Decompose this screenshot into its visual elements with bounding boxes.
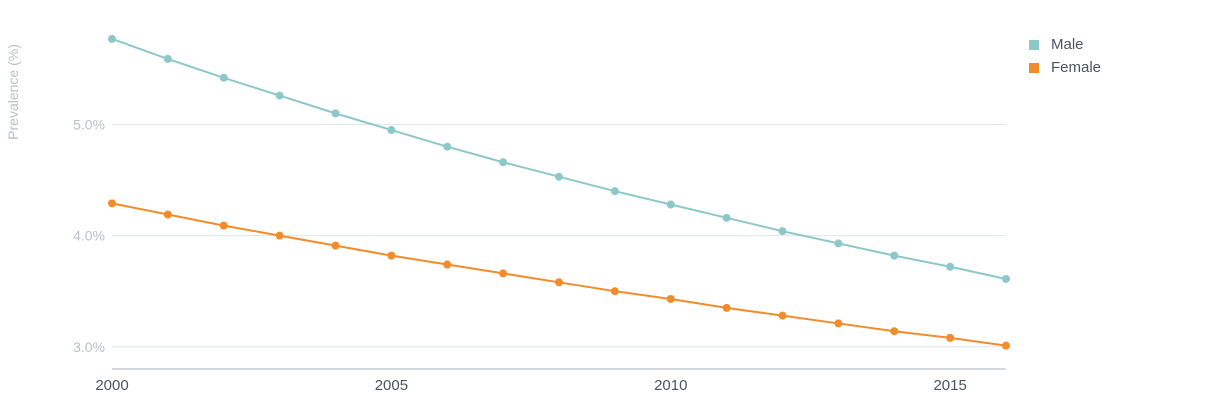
- data-point-male[interactable]: [499, 158, 508, 167]
- grid-lines: [112, 123, 1006, 348]
- data-point-male[interactable]: [946, 262, 955, 271]
- data-point-female[interactable]: [666, 294, 675, 303]
- x-tick-label: 2000: [95, 377, 128, 394]
- axes: 3.0% 4.0% 5.0% 2000 2005 2010 2015: [73, 116, 1006, 394]
- y-tick-label: 4.0%: [73, 228, 105, 244]
- data-point-male[interactable]: [219, 73, 228, 82]
- series-layer: [108, 34, 1010, 350]
- data-point-female[interactable]: [275, 231, 284, 240]
- x-tick-label: 2015: [933, 377, 966, 394]
- data-point-male[interactable]: [666, 200, 675, 209]
- data-point-female[interactable]: [778, 311, 787, 320]
- legend-label-male: Male: [1051, 36, 1084, 53]
- x-tick-label: 2005: [375, 377, 408, 394]
- data-point-male[interactable]: [108, 34, 116, 43]
- data-point-male[interactable]: [1002, 274, 1010, 283]
- data-point-female[interactable]: [890, 327, 899, 336]
- legend-item-male[interactable]: Male: [1029, 33, 1101, 56]
- y-tick-label: 3.0%: [73, 339, 105, 355]
- legend-item-female[interactable]: Female: [1029, 56, 1101, 79]
- data-point-male[interactable]: [610, 187, 619, 196]
- x-tick-label: 2010: [654, 377, 687, 394]
- y-tick-label: 5.0%: [73, 116, 105, 132]
- data-point-male[interactable]: [890, 251, 899, 260]
- data-point-male[interactable]: [275, 91, 284, 100]
- legend-swatch-female: [1029, 62, 1039, 73]
- data-point-female[interactable]: [443, 260, 452, 269]
- data-point-female[interactable]: [722, 303, 731, 312]
- data-point-female[interactable]: [834, 319, 843, 328]
- y-axis-label: Prevalence (%): [5, 44, 21, 140]
- data-point-female[interactable]: [331, 241, 340, 250]
- data-point-male[interactable]: [331, 109, 340, 118]
- legend: Male Female: [1029, 33, 1101, 79]
- legend-label-female: Female: [1051, 59, 1102, 76]
- data-point-female[interactable]: [108, 199, 116, 208]
- data-point-female[interactable]: [219, 221, 228, 230]
- data-point-male[interactable]: [387, 126, 396, 135]
- data-point-female[interactable]: [163, 210, 172, 219]
- data-point-male[interactable]: [555, 172, 563, 181]
- data-point-female[interactable]: [387, 251, 396, 260]
- series-line-male: [111, 37, 1007, 280]
- data-point-female[interactable]: [499, 269, 508, 278]
- data-point-male[interactable]: [443, 142, 452, 151]
- data-point-male[interactable]: [834, 239, 843, 248]
- data-point-male[interactable]: [163, 54, 172, 63]
- data-point-male[interactable]: [778, 227, 787, 236]
- data-point-female[interactable]: [946, 333, 955, 342]
- series-line-female: [111, 202, 1007, 347]
- legend-swatch-male: [1029, 39, 1039, 50]
- data-point-female[interactable]: [555, 278, 563, 287]
- data-point-female[interactable]: [1002, 341, 1010, 350]
- data-point-male[interactable]: [722, 213, 731, 222]
- data-point-female[interactable]: [610, 287, 619, 296]
